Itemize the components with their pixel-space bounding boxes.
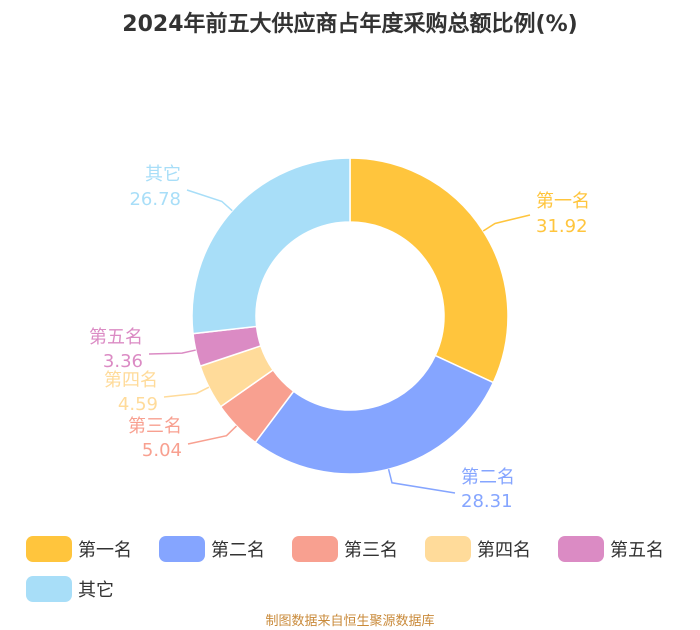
- label-name-fourth: 第四名: [104, 370, 158, 391]
- slice-second[interactable]: [254, 354, 495, 475]
- label-value-fifth: 3.36: [103, 351, 143, 372]
- legend-item-fourth[interactable]: 第四名: [425, 535, 531, 563]
- leader-line-second: [387, 469, 456, 494]
- label-value-first: 31.92: [536, 216, 588, 237]
- legend-item-fifth[interactable]: 第五名: [558, 535, 664, 563]
- leader-line-other: [186, 189, 233, 212]
- legend-item-second[interactable]: 第二名: [159, 535, 265, 563]
- legend-swatch: [159, 536, 205, 562]
- label-value-second: 28.31: [461, 491, 513, 512]
- label-name-other: 其它: [145, 164, 181, 185]
- legend-label: 第三名: [344, 540, 398, 561]
- label-value-other: 26.78: [129, 189, 181, 210]
- label-name-fifth: 第五名: [89, 327, 143, 348]
- source-note: 制图数据来自恒生聚源数据库: [265, 614, 435, 629]
- label-value-fourth: 4.59: [118, 394, 158, 415]
- label-value-third: 5.04: [142, 440, 182, 461]
- leader-line-fourth: [163, 386, 210, 398]
- leader-line-third: [187, 425, 238, 445]
- legend-item-third[interactable]: 第三名: [292, 535, 398, 563]
- legend-label: 其它: [78, 580, 114, 601]
- slice-first[interactable]: [349, 157, 509, 384]
- legend-label: 第五名: [610, 540, 664, 561]
- chart-title: 2024年前五大供应商占年度采购总额比例(%): [122, 12, 578, 37]
- legend-label: 第二名: [211, 540, 265, 561]
- legend-swatch: [26, 536, 72, 562]
- legend-label: 第一名: [78, 540, 132, 561]
- legend-item-first[interactable]: 第一名: [26, 535, 132, 563]
- legend-swatch: [292, 536, 338, 562]
- slice-other[interactable]: [191, 157, 351, 335]
- leader-line-fifth: [148, 349, 196, 355]
- legend-swatch: [26, 576, 72, 602]
- label-name-second: 第二名: [461, 467, 515, 488]
- legend-swatch: [558, 536, 604, 562]
- label-name-first: 第一名: [536, 191, 590, 212]
- label-name-third: 第三名: [128, 416, 182, 437]
- leader-line-first: [482, 214, 531, 232]
- legend-label: 第四名: [477, 540, 531, 561]
- legend-item-other[interactable]: 其它: [26, 575, 114, 603]
- legend-swatch: [425, 536, 471, 562]
